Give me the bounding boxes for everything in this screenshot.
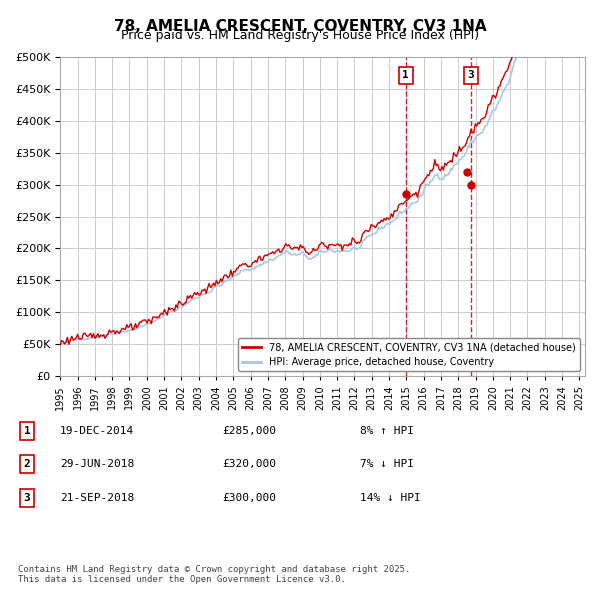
Legend: 78, AMELIA CRESCENT, COVENTRY, CV3 1NA (detached house), HPI: Average price, det: 78, AMELIA CRESCENT, COVENTRY, CV3 1NA (…: [238, 339, 580, 371]
Text: 2: 2: [23, 460, 31, 469]
Text: 14% ↓ HPI: 14% ↓ HPI: [360, 493, 421, 503]
Text: 3: 3: [467, 70, 474, 80]
Text: £285,000: £285,000: [222, 426, 276, 435]
Text: 29-JUN-2018: 29-JUN-2018: [60, 460, 134, 469]
Text: 19-DEC-2014: 19-DEC-2014: [60, 426, 134, 435]
Text: Price paid vs. HM Land Registry's House Price Index (HPI): Price paid vs. HM Land Registry's House …: [121, 30, 479, 42]
Text: 78, AMELIA CRESCENT, COVENTRY, CV3 1NA: 78, AMELIA CRESCENT, COVENTRY, CV3 1NA: [113, 19, 487, 34]
Text: 3: 3: [23, 493, 31, 503]
Text: 21-SEP-2018: 21-SEP-2018: [60, 493, 134, 503]
Text: Contains HM Land Registry data © Crown copyright and database right 2025.
This d: Contains HM Land Registry data © Crown c…: [18, 565, 410, 584]
Text: 1: 1: [403, 70, 409, 80]
Text: 7% ↓ HPI: 7% ↓ HPI: [360, 460, 414, 469]
Text: 8% ↑ HPI: 8% ↑ HPI: [360, 426, 414, 435]
Text: £300,000: £300,000: [222, 493, 276, 503]
Text: 1: 1: [23, 426, 31, 435]
Text: £320,000: £320,000: [222, 460, 276, 469]
